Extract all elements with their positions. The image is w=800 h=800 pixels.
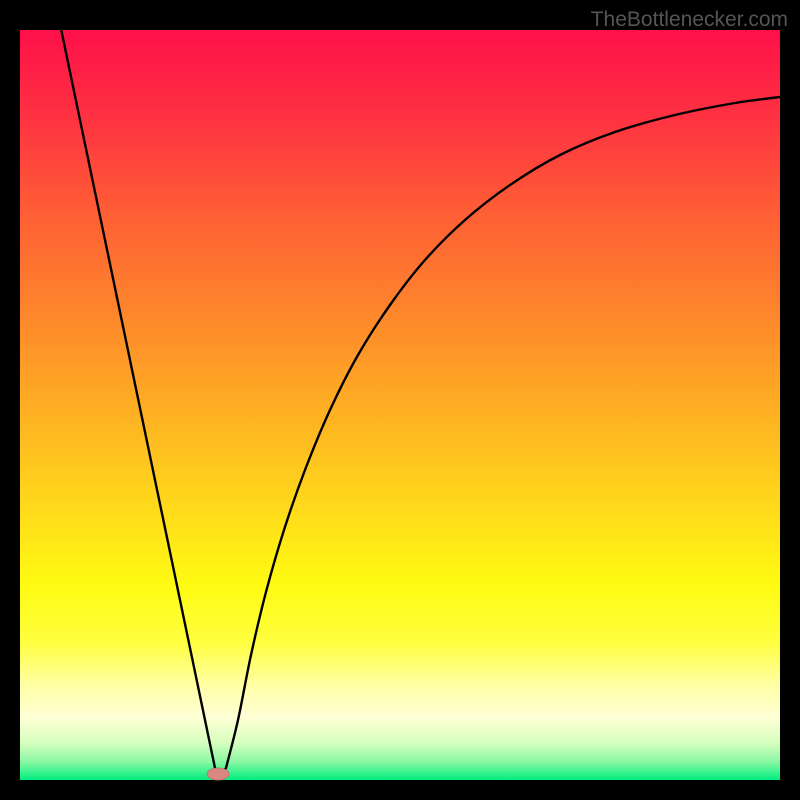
chart-svg [0, 0, 800, 800]
watermark-label: TheBottlenecker.com [591, 8, 788, 32]
gradient-background [20, 30, 780, 780]
bottleneck-chart: TheBottlenecker.com [0, 0, 800, 800]
optimal-point-marker [207, 768, 229, 780]
